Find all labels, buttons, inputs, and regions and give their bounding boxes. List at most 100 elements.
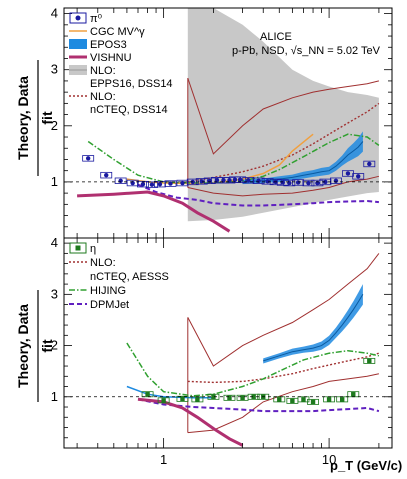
top-data-point <box>149 182 155 187</box>
top-data-syst-box <box>176 179 189 187</box>
bottom-data-point <box>251 394 256 399</box>
top-legend-4-label: NLO: <box>90 65 116 77</box>
top-legend-3-label: VISHNU <box>90 52 132 64</box>
top-data-point <box>85 156 91 161</box>
bottom-data-point <box>310 399 316 405</box>
top-data-syst-box <box>195 178 208 185</box>
bottom-panel: 1 2 3 4 1 10 η NLO: nCTEQ, AESSS HIJING DPMJet <box>51 235 393 467</box>
bottom-legend-1-label: NLO: <box>90 257 116 269</box>
x-axis-label: p_T (GeV/c) <box>330 458 402 473</box>
bottom-epos3-band <box>263 284 363 364</box>
top-data-point <box>315 180 320 186</box>
bottom-xtick-label: 1 <box>160 452 167 467</box>
top-data-syst-box <box>252 177 265 184</box>
top-data-point <box>306 180 311 186</box>
top-data-point <box>140 181 146 187</box>
bottom-data-point <box>227 395 232 401</box>
bottom-data-syst-box <box>247 393 260 400</box>
bottom-data-point <box>277 397 282 402</box>
top-legend-0-label: π⁰ <box>90 13 103 25</box>
bottom-legend-2-label: nCTEQ, AESSS <box>90 271 169 283</box>
bottom-data-syst-box <box>223 394 236 401</box>
bottom-dpmjet-line <box>137 398 380 413</box>
bottom-cgc-line <box>126 385 214 399</box>
top-data-point <box>265 179 270 184</box>
top-data-point <box>367 161 372 167</box>
top-plot-area <box>77 8 380 233</box>
bottom-xtick-label: 10 <box>322 452 336 467</box>
top-data-point <box>221 178 226 183</box>
bottom-legend-0-swatch <box>69 242 87 254</box>
top-legend-2-swatch <box>69 39 87 49</box>
top-data-point <box>237 177 243 182</box>
top-data-syst-box <box>126 179 139 187</box>
top-data-syst-box <box>261 178 274 185</box>
bottom-ylabel-theory-data: Theory, Data <box>15 304 31 388</box>
bottom-data-point <box>240 395 245 401</box>
bottom-hijing-line <box>126 342 380 397</box>
top-data-point <box>256 178 261 183</box>
top-data-point <box>345 171 351 176</box>
top-data-point <box>104 172 109 178</box>
top-data-point <box>333 178 339 183</box>
bottom-data-point <box>326 397 332 402</box>
top-data-syst-box <box>283 179 296 187</box>
bottom-plot-area <box>126 253 380 447</box>
top-data-syst-box <box>100 171 113 179</box>
top-legend-0-marker <box>75 15 81 21</box>
bottom-epos3-center <box>263 294 364 362</box>
bottom-data-point <box>339 397 345 402</box>
bottom-data-point <box>367 358 372 364</box>
top-nlo-ncteq-line <box>187 102 380 183</box>
bottom-data-point <box>161 398 166 403</box>
bottom-ytick-label: 1 <box>51 389 58 404</box>
top-data-syst-box <box>242 177 255 184</box>
top-data-syst-box <box>292 179 305 186</box>
bottom-data-point <box>301 397 306 402</box>
bottom-data-syst-box <box>157 397 170 404</box>
top-data-point <box>280 180 285 185</box>
bottom-data-syst-box <box>141 391 154 398</box>
top-data-syst-box <box>363 160 376 168</box>
top-envelope-lower <box>187 175 380 197</box>
top-data-point <box>199 179 204 184</box>
top-data-point <box>130 180 135 186</box>
top-data-point <box>157 181 163 187</box>
top-data-syst-box <box>302 179 315 187</box>
top-data-syst-box <box>352 173 365 180</box>
bottom-data-point <box>290 398 295 404</box>
top-data-syst-box <box>154 180 166 188</box>
top-data-point <box>323 179 328 185</box>
bottom-ytick-label: 4 <box>51 235 58 250</box>
bottom-legend-0-marker <box>75 245 81 251</box>
bottom-data-point <box>211 394 216 399</box>
bottom-legend-4-label: DPMJet <box>90 299 129 311</box>
top-legend-7-label: nCTEQ, DSS14 <box>90 104 168 116</box>
top-ylabel-fit: fit <box>39 111 55 125</box>
top-data-syst-box <box>234 176 247 183</box>
bottom-data-syst-box <box>207 393 220 400</box>
bottom-data-syst-box <box>307 398 319 405</box>
top-legend-1-label: CGC MV^γ <box>90 26 145 38</box>
bottom-ytick-label: 3 <box>51 286 58 301</box>
bottom-legend-3-label: HIJING <box>90 285 126 297</box>
top-ytick-label: 2 <box>51 118 58 133</box>
bottom-data-point <box>145 392 150 397</box>
top-data-point <box>356 174 361 179</box>
top-legend-2-label: EPOS3 <box>90 39 127 51</box>
bottom-data-syst-box <box>273 396 286 403</box>
top-data-syst-box <box>164 180 177 187</box>
bottom-ytick-label: 2 <box>51 338 58 353</box>
top-data-point <box>246 178 251 183</box>
bottom-ylabel-fit: fit <box>39 339 55 353</box>
header-collaboration: ALICE <box>260 31 292 43</box>
top-vishnu-line <box>77 190 231 233</box>
top-ylabel-theory-data: Theory, Data <box>15 76 31 160</box>
top-data-point <box>295 180 301 185</box>
bottom-data-syst-box <box>363 357 376 364</box>
top-data-syst-box <box>146 181 158 188</box>
top-dpmjet-line <box>137 183 379 207</box>
top-legend-5-label: EPPS16, DSS14 <box>90 78 173 90</box>
top-data-syst-box <box>311 179 324 187</box>
